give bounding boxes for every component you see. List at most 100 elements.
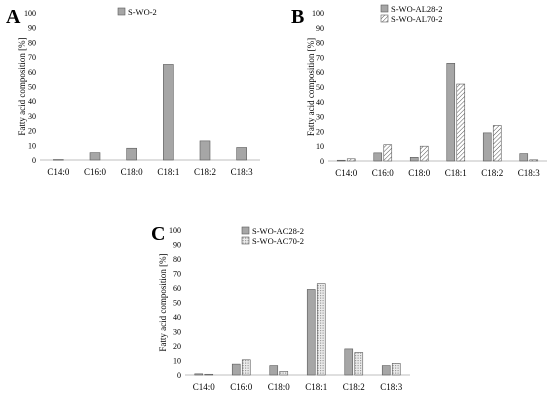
y-tick-label: 100: [169, 226, 181, 235]
chart-panel-b: 0 10 20 30 40 50 60 70 80 90 100 Fatty acid composi…: [285, 0, 550, 190]
y-tick-label: 90: [173, 241, 181, 250]
y-tick-label: 70: [28, 53, 36, 62]
bar-C18-2-1: [482, 132, 492, 162]
bar-C18-0-1: [409, 157, 419, 162]
x-tick-label: C14:0: [47, 167, 70, 177]
y-tick-label: 40: [28, 97, 36, 106]
chart-c-svg: 0 10 20 30 40 50 60 70 80 90 100 Fatty acid composi…: [158, 226, 410, 392]
panel-label-b: B: [291, 6, 305, 28]
y-tick-label: 100: [312, 9, 324, 18]
y-axis-label: Fatty acid composition [%]: [17, 37, 27, 135]
y-tick-label: 20: [173, 342, 181, 351]
y-tick-label: 80: [28, 38, 36, 47]
bar-C18-3-2: [529, 159, 539, 162]
bar-C14-0-1: [194, 373, 204, 376]
bar-C18-2-2: [354, 352, 364, 376]
y-tick-label: 10: [173, 357, 181, 366]
x-tick-label: C18:1: [305, 382, 327, 392]
y-tick-label: 0: [320, 157, 324, 166]
bar-C14-0-2: [346, 158, 356, 162]
bar-C18-0-1: [126, 147, 137, 161]
legend-swatch: [241, 236, 250, 245]
y-tick-label: 60: [28, 68, 36, 77]
legend-swatch: [380, 14, 389, 23]
y-tick-label: 60: [173, 284, 181, 293]
x-tick-label: C18:1: [157, 167, 179, 177]
bar-C14-0-2: [204, 373, 214, 376]
y-tick-label: 80: [316, 39, 324, 48]
legend-swatch: [380, 4, 389, 13]
y-tick-label: 30: [28, 112, 36, 121]
bar-C16-0-1: [373, 152, 383, 162]
x-tick-label: C18:2: [343, 382, 365, 392]
chart-a-svg: 0 10 20 30 40 50 60 70 80 90 100 Fatty acid composi…: [17, 7, 260, 177]
y-tick-label: 60: [316, 68, 324, 77]
bar-C18-0-2: [419, 145, 429, 162]
bar-C16-0-1: [89, 152, 101, 161]
bar-C18-2-1: [199, 140, 211, 161]
y-tick-label: 20: [316, 127, 324, 136]
y-tick-label: 20: [28, 127, 36, 136]
y-tick-label: 50: [173, 299, 181, 308]
y-tick-label: 90: [316, 24, 324, 33]
panel-label-c: C: [151, 223, 166, 245]
bar-C16-0-2: [383, 144, 393, 162]
chart-panel-a: 0 10 20 30 40 50 60 70 80 90 100 Fatty acid composi…: [0, 0, 270, 190]
y-tick-label: 70: [173, 270, 181, 279]
y-tick-label: 10: [28, 141, 36, 150]
bar-C16-0-2: [241, 359, 251, 376]
y-tick-label: 90: [28, 24, 36, 33]
legend-label: S-WO-2: [128, 7, 157, 17]
y-tick-label: 10: [316, 142, 324, 151]
y-tick-label: 0: [177, 371, 181, 380]
bar-C18-1-2: [316, 283, 326, 376]
x-tick-label: C16:0: [230, 382, 253, 392]
x-tick-label: C18:2: [481, 168, 503, 178]
y-axis-label: Fatty acid composition [%]: [306, 38, 316, 136]
y-tick-label: 30: [316, 113, 324, 122]
y-tick-label: 50: [28, 83, 36, 92]
bar-C18-3-1: [236, 147, 247, 161]
bar-C16-0-1: [231, 363, 241, 376]
x-tick-label: C18:1: [445, 168, 467, 178]
x-tick-label: C18:0: [408, 168, 431, 178]
x-tick-label: C18:3: [231, 167, 254, 177]
bar-C18-1-1: [446, 63, 456, 162]
y-tick-label: 30: [173, 328, 181, 337]
x-tick-label: C14:0: [335, 168, 358, 178]
bar-C18-2-2: [492, 125, 502, 162]
x-tick-label: C18:0: [268, 382, 291, 392]
x-tick-label: C16:0: [84, 167, 107, 177]
chart-panel-c: 0 10 20 30 40 50 60 70 80 90 100 Fatty acid composi…: [145, 220, 415, 400]
y-tick-label: 40: [173, 313, 181, 322]
x-tick-label: C14:0: [193, 382, 216, 392]
y-tick-label: 40: [316, 98, 324, 107]
bar-C18-3-1: [519, 153, 529, 162]
x-tick-label: C18:0: [121, 167, 144, 177]
bar-C18-1-1: [306, 289, 316, 376]
bar-C18-3-2: [391, 363, 401, 376]
x-tick-label: C18:2: [194, 167, 216, 177]
legend-label: S-WO-AL28-2: [391, 4, 442, 14]
y-tick-label: 100: [24, 9, 36, 18]
y-tick-label: 0: [32, 156, 36, 165]
panel-label-a: A: [6, 6, 21, 28]
y-tick-label: 80: [173, 255, 181, 264]
legend-label: S-WO-AL70-2: [391, 14, 442, 24]
chart-b-svg: 0 10 20 30 40 50 60 70 80 90 100 Fatty acid composi…: [306, 4, 547, 178]
x-tick-label: C18:3: [518, 168, 541, 178]
legend-swatch: [241, 226, 250, 235]
bar-C14-0-1: [53, 159, 64, 161]
x-tick-label: C18:3: [380, 382, 403, 392]
bar-C18-1-1: [163, 64, 174, 161]
bar-C18-1-2: [456, 83, 466, 162]
y-tick-label: 50: [316, 83, 324, 92]
y-tick-label: 70: [316, 53, 324, 62]
bar-C14-0-1: [336, 159, 346, 162]
bar-C18-0-2: [279, 371, 289, 376]
bar-C18-2-1: [344, 348, 354, 376]
bar-C18-0-1: [269, 365, 279, 376]
x-tick-label: C16:0: [372, 168, 395, 178]
y-axis-label: Fatty acid composition [%]: [158, 253, 168, 351]
legend-label: S-WO-AC70-2: [252, 236, 304, 246]
